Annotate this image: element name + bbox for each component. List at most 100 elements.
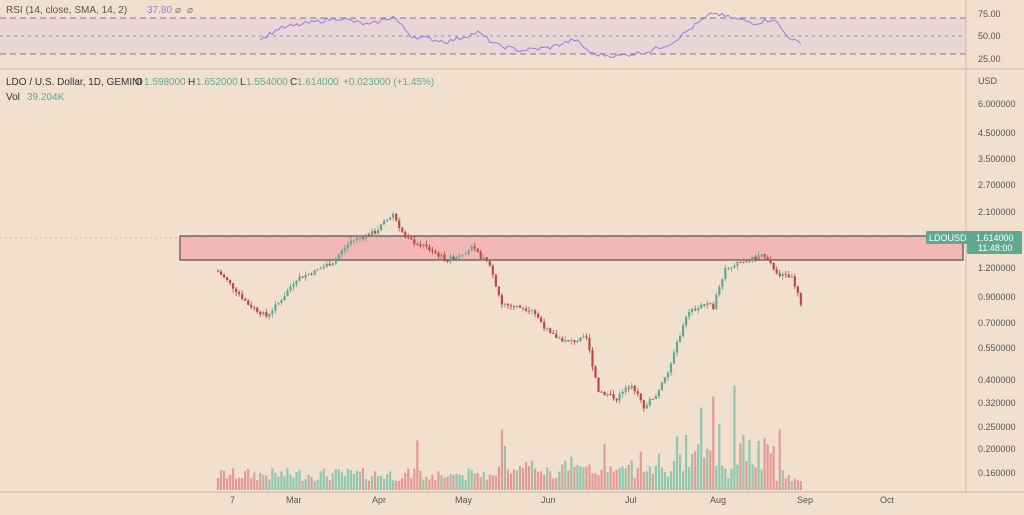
volume-bar — [784, 478, 787, 490]
price-tick: 0.200000 — [978, 444, 1016, 454]
candle-body — [491, 265, 494, 275]
candle-body — [666, 372, 670, 378]
support-zone-rectangle[interactable] — [179, 235, 964, 261]
volume-bar — [392, 479, 395, 490]
candle-body — [733, 265, 736, 268]
volume-bar — [446, 476, 449, 490]
candle-body — [775, 269, 778, 274]
volume-bar — [648, 466, 651, 490]
volume-bar — [666, 476, 670, 490]
candle-body — [793, 276, 796, 287]
eye-off-icon[interactable]: ⌀ — [187, 5, 193, 16]
volume-bar — [778, 429, 781, 490]
volume-bar — [307, 474, 310, 490]
candle-body — [645, 405, 648, 409]
time-tick: Jun — [541, 495, 556, 505]
volume-bar — [295, 471, 298, 490]
volume-bar — [543, 474, 546, 490]
candle-body — [509, 305, 513, 307]
candle-body — [253, 307, 256, 309]
volume-bar — [235, 478, 238, 490]
candle-body — [681, 325, 685, 336]
time-axis[interactable]: 7 Mar Apr May Jun Jul Aug Sep Oct — [230, 495, 895, 505]
volume-bar — [657, 453, 661, 490]
volume-bar — [766, 444, 769, 490]
price-candles — [216, 211, 802, 412]
candle-body — [497, 286, 500, 296]
candle-body — [419, 244, 422, 247]
candle-body — [546, 328, 549, 329]
candle-body — [552, 332, 555, 335]
volume-bar — [479, 477, 482, 490]
high-value: 1.652000 — [196, 77, 238, 88]
volume-bar — [588, 464, 591, 490]
volume-bar — [515, 470, 519, 490]
candle-body — [549, 328, 552, 333]
volume-bar — [470, 470, 473, 490]
price-axis[interactable]: 6.000000 4.500000 3.500000 2.700000 2.10… — [978, 99, 1016, 478]
candle-body — [564, 339, 567, 342]
candle-body — [724, 267, 727, 279]
candle-body — [247, 300, 250, 305]
candle-body — [630, 385, 633, 389]
candle-body — [648, 399, 651, 406]
candle-body — [585, 336, 588, 338]
volume-bar — [301, 480, 304, 490]
volume-bar — [688, 466, 691, 490]
candle-body — [452, 256, 455, 260]
candle-body — [455, 256, 458, 260]
volume-bar — [337, 469, 340, 490]
volume-bar — [799, 481, 802, 490]
volume-bar — [241, 478, 244, 490]
candle-body — [742, 261, 745, 263]
candle-body — [219, 271, 223, 275]
volume-bar — [503, 446, 506, 490]
volume-bar — [624, 468, 627, 490]
candle-body — [588, 337, 591, 351]
volume-bar — [534, 468, 537, 490]
volume-bar — [458, 474, 461, 490]
candle-body — [310, 273, 313, 275]
volume-bar — [271, 468, 274, 490]
volume-bar — [712, 396, 715, 490]
candle-body — [298, 276, 301, 281]
change-value: +0.023000 (+1.45%) — [343, 77, 434, 88]
volume-bar — [401, 478, 404, 490]
rsi-tick-75: 75.00 — [978, 9, 1001, 19]
volume-bar — [651, 473, 654, 490]
eye-off-icon[interactable]: ⌀ — [175, 5, 181, 16]
candle-body — [216, 271, 220, 273]
volume-bar — [742, 435, 745, 490]
volume-bar — [216, 477, 220, 490]
candle-body — [709, 303, 712, 305]
candle-body — [259, 311, 262, 315]
candle-body — [367, 234, 371, 236]
volume-bar — [787, 475, 790, 490]
candle-body — [398, 220, 401, 228]
volume-bar — [225, 478, 229, 490]
volume-bar — [754, 467, 757, 490]
candle-body — [325, 263, 328, 267]
candle-body — [799, 292, 802, 305]
candle-body — [712, 303, 715, 310]
volume-bar — [488, 474, 491, 490]
volume-bar — [452, 474, 455, 490]
candle-body — [410, 237, 413, 240]
price-tick: 0.900000 — [978, 292, 1016, 302]
volume-bar — [512, 469, 516, 490]
candle-body — [449, 256, 452, 262]
candle-body — [241, 294, 244, 299]
candle-body — [292, 284, 295, 287]
volume-bar — [395, 480, 398, 490]
volume-bar — [775, 480, 778, 490]
volume-bar — [561, 464, 564, 490]
candle-body — [319, 268, 322, 270]
candle-body — [401, 227, 404, 233]
volume-bar — [367, 480, 371, 490]
volume-bar — [485, 479, 488, 490]
candle-body — [663, 377, 667, 383]
volume-bar — [793, 478, 796, 490]
volume-bar — [437, 471, 440, 490]
